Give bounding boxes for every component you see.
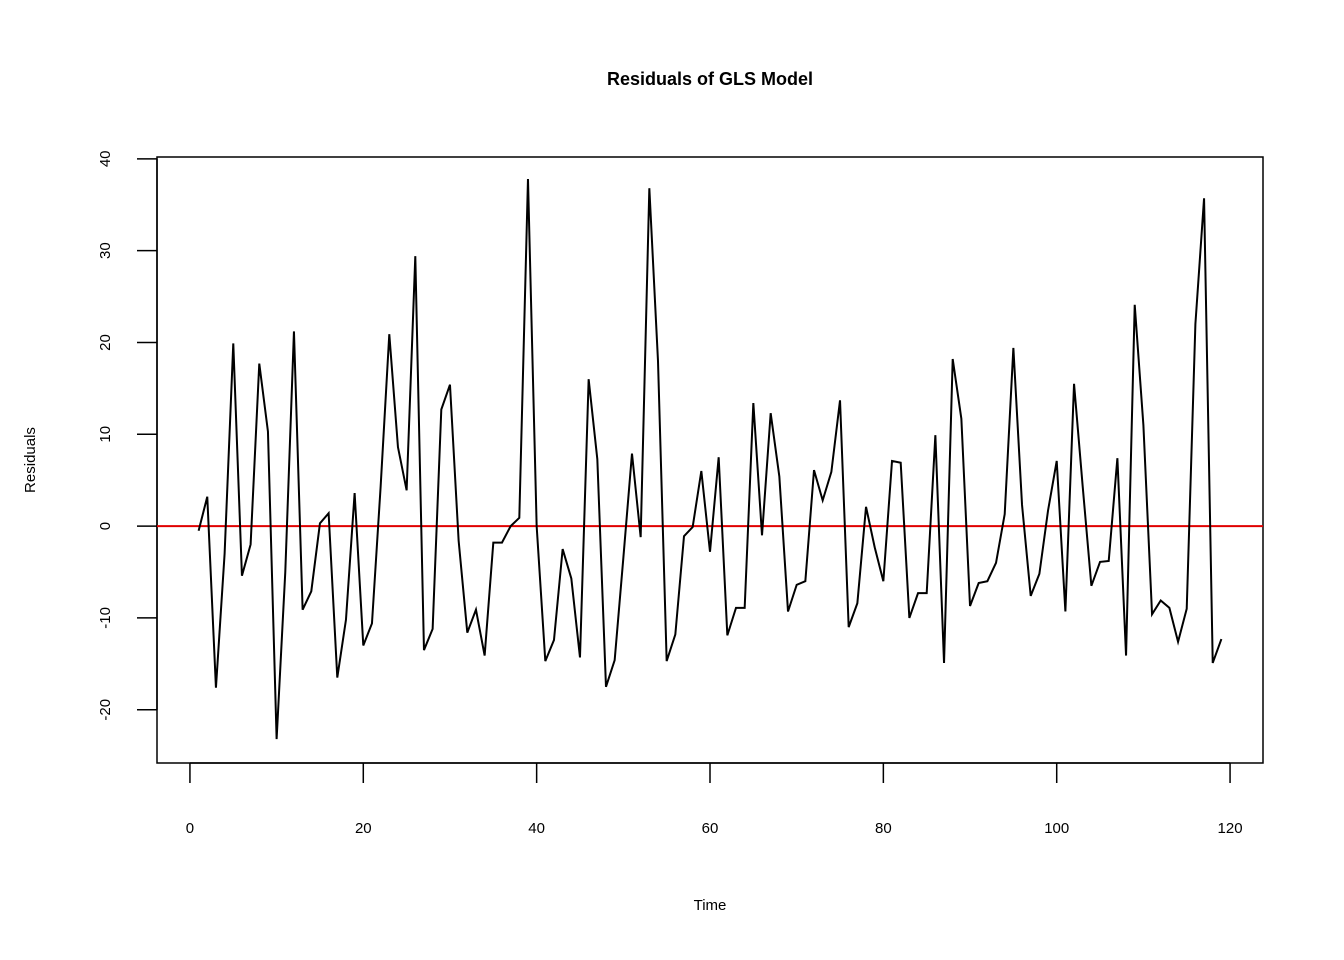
x-tick-label: 60 <box>702 820 719 837</box>
x-axis-label: Time <box>694 897 727 914</box>
y-tick-label: 30 <box>97 242 114 259</box>
series-layer <box>197 179 1223 740</box>
y-tick-label: 40 <box>97 150 114 167</box>
y-tick-label: 10 <box>97 426 114 443</box>
residuals-series-line <box>197 179 1223 740</box>
plot-frame <box>156 156 1264 764</box>
chart-title: Residuals of GLS Model <box>607 69 813 89</box>
x-tick-label: 100 <box>1044 820 1069 837</box>
x-tick-label: 40 <box>528 820 545 837</box>
y-tick-label: 0 <box>97 522 114 530</box>
y-axis-label: Residuals <box>22 427 39 493</box>
x-tick-label: 20 <box>355 820 372 837</box>
x-axis: 0 20 40 60 80 100 120 <box>186 762 1243 837</box>
x-tick-label: 80 <box>875 820 892 837</box>
x-tick-label: 120 <box>1218 820 1243 837</box>
y-tick-label: 20 <box>97 334 114 351</box>
y-tick-label: -10 <box>97 607 114 629</box>
x-tick-label: 0 <box>186 820 194 837</box>
y-tick-label: -20 <box>97 699 114 721</box>
y-axis: -20 -10 0 10 20 30 40 <box>97 150 158 721</box>
